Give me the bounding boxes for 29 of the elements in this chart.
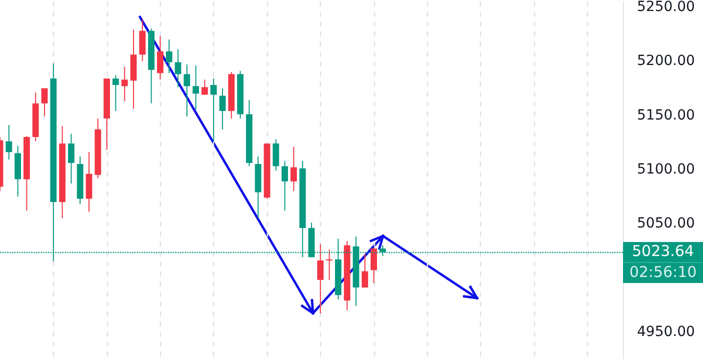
- candlestick: [290, 146, 297, 192]
- y-tick-label: 5050.00: [637, 216, 695, 232]
- candlestick: [210, 78, 217, 142]
- candlestick: [174, 48, 182, 88]
- candlestick: [156, 36, 164, 80]
- candlestick: [282, 160, 288, 212]
- candlestick: [6, 124, 12, 160]
- y-tick-label: 5150.00: [637, 107, 695, 124]
- candlestick: [219, 88, 226, 130]
- candlestick: [326, 249, 333, 280]
- candlestick: [272, 138, 280, 172]
- candlestick: [201, 79, 208, 96]
- y-tick-label: 5200.00: [637, 53, 695, 70]
- y-tick-label: 5250.00: [637, 0, 695, 15]
- candlestick: [166, 38, 172, 74]
- candlestick: [121, 66, 128, 102]
- candlestick: [362, 253, 368, 288]
- candlestick: [41, 88, 48, 117]
- candlestick: [192, 64, 200, 110]
- y-tick-label: 5100.00: [637, 161, 695, 178]
- candlestick: [68, 133, 74, 184]
- candlestick: [139, 19, 146, 62]
- text: 02:56:10: [623, 262, 703, 284]
- y-tick-label: 4950.00: [637, 324, 695, 340]
- ref-line-label: 5023.64: [623, 242, 703, 262]
- candlestick: [370, 246, 378, 284]
- candlestick: [112, 74, 119, 112]
- candlestick: [317, 244, 324, 314]
- candlestick: [184, 64, 190, 117]
